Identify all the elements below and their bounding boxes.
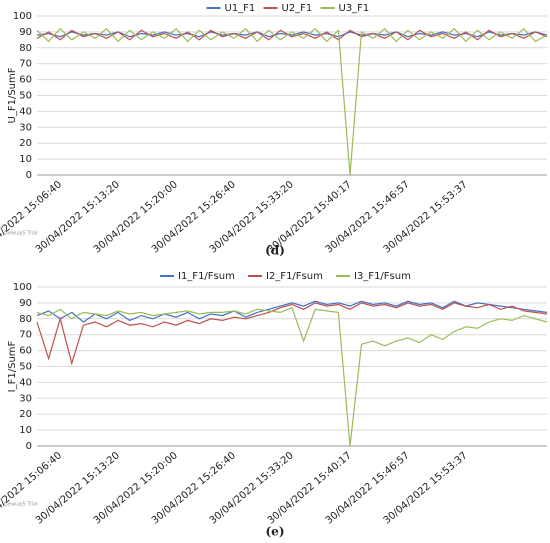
caption: (e) <box>266 525 285 539</box>
series-line <box>36 27 548 176</box>
y-tick-label: 60 <box>19 346 32 357</box>
series-line <box>36 29 548 41</box>
watermark: Gewuaj5 Trial <box>4 502 38 508</box>
y-axis-label: U_F1/SumF <box>7 67 18 123</box>
y-tick-label: 10 <box>19 154 32 165</box>
y-tick-label: 50 <box>19 91 32 102</box>
series-line <box>36 306 548 447</box>
y-tick-label: 100 <box>13 11 32 22</box>
y-tick-label: 40 <box>19 377 32 388</box>
y-tick-label: 0 <box>26 441 32 452</box>
legend-label: I2_F1/Fsum <box>266 271 323 282</box>
y-tick-label: 90 <box>19 27 32 38</box>
caption: (d) <box>265 244 285 258</box>
y-tick-label: 80 <box>19 314 32 325</box>
y-tick-label: 80 <box>19 43 32 54</box>
y-axis-label: I_F1/SumF <box>7 340 18 392</box>
legend-label: I3_F1/Fsum <box>354 271 411 282</box>
y-tick-label: 10 <box>19 425 32 436</box>
y-tick-label: 40 <box>19 106 32 117</box>
y-tick-label: 50 <box>19 362 32 373</box>
y-tick-label: 30 <box>19 122 32 133</box>
y-tick-label: 0 <box>26 170 32 181</box>
legend-label: U3_F1 <box>339 3 370 14</box>
legend-label: U2_F1 <box>282 3 313 14</box>
y-tick-label: 70 <box>19 330 32 341</box>
y-tick-label: 30 <box>19 393 32 404</box>
y-tick-label: 100 <box>13 282 32 293</box>
y-tick-label: 20 <box>19 409 32 420</box>
watermark: Gewuaj5 Trial <box>4 231 38 237</box>
y-tick-label: 90 <box>19 298 32 309</box>
y-tick-label: 60 <box>19 75 32 86</box>
legend-label: U1_F1 <box>225 3 256 14</box>
legend-label: I1_F1/Fsum <box>178 271 235 282</box>
y-tick-label: 20 <box>19 138 32 149</box>
series-line <box>36 302 548 366</box>
y-tick-label: 70 <box>19 59 32 70</box>
